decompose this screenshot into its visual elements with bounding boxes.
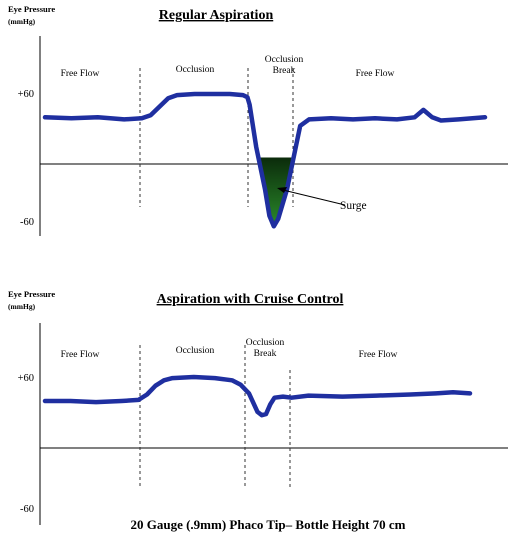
phase-label-occlusion-break: Occlusion Break xyxy=(265,55,304,76)
phase-label-free-flow: Free Flow xyxy=(61,350,100,360)
surge-area xyxy=(258,157,294,227)
y-axis-unit: (mmHg) xyxy=(8,302,36,311)
y-tick-label: -60 xyxy=(20,217,34,228)
chart-title: Aspiration with Cruise Control xyxy=(157,292,344,307)
series-line xyxy=(42,374,473,418)
phase-label-free-flow: Free Flow xyxy=(356,69,395,79)
surge-arrowhead xyxy=(277,187,287,193)
y-axis-label: Eye Pressure xyxy=(8,4,55,14)
figure-caption: 20 Gauge (.9mm) Phaco Tip– Bottle Height… xyxy=(130,517,405,532)
surge-annotation: Surge xyxy=(340,200,367,212)
surge-arrow xyxy=(282,189,346,206)
y-axis-unit: (mmHg) xyxy=(8,17,36,26)
y-tick-label: -60 xyxy=(20,504,34,515)
chart-title: Regular Aspiration xyxy=(159,8,274,23)
phase-label-occlusion: Occlusion xyxy=(176,65,215,75)
y-tick-label: +60 xyxy=(18,89,34,100)
phase-label-free-flow: Free Flow xyxy=(359,350,398,360)
series-line xyxy=(42,91,488,229)
phase-label-free-flow: Free Flow xyxy=(61,69,100,79)
chart-regular-aspiration: Eye Pressure (mmHg) Regular Aspiration +… xyxy=(8,4,508,236)
y-axis-label: Eye Pressure xyxy=(8,289,55,299)
phase-label-occlusion-break: Occlusion Break xyxy=(246,338,285,359)
phase-label-occlusion: Occlusion xyxy=(176,346,215,356)
y-tick-label: +60 xyxy=(18,373,34,384)
chart-cruise-control: Eye Pressure (mmHg) Aspiration with Crui… xyxy=(8,289,508,525)
